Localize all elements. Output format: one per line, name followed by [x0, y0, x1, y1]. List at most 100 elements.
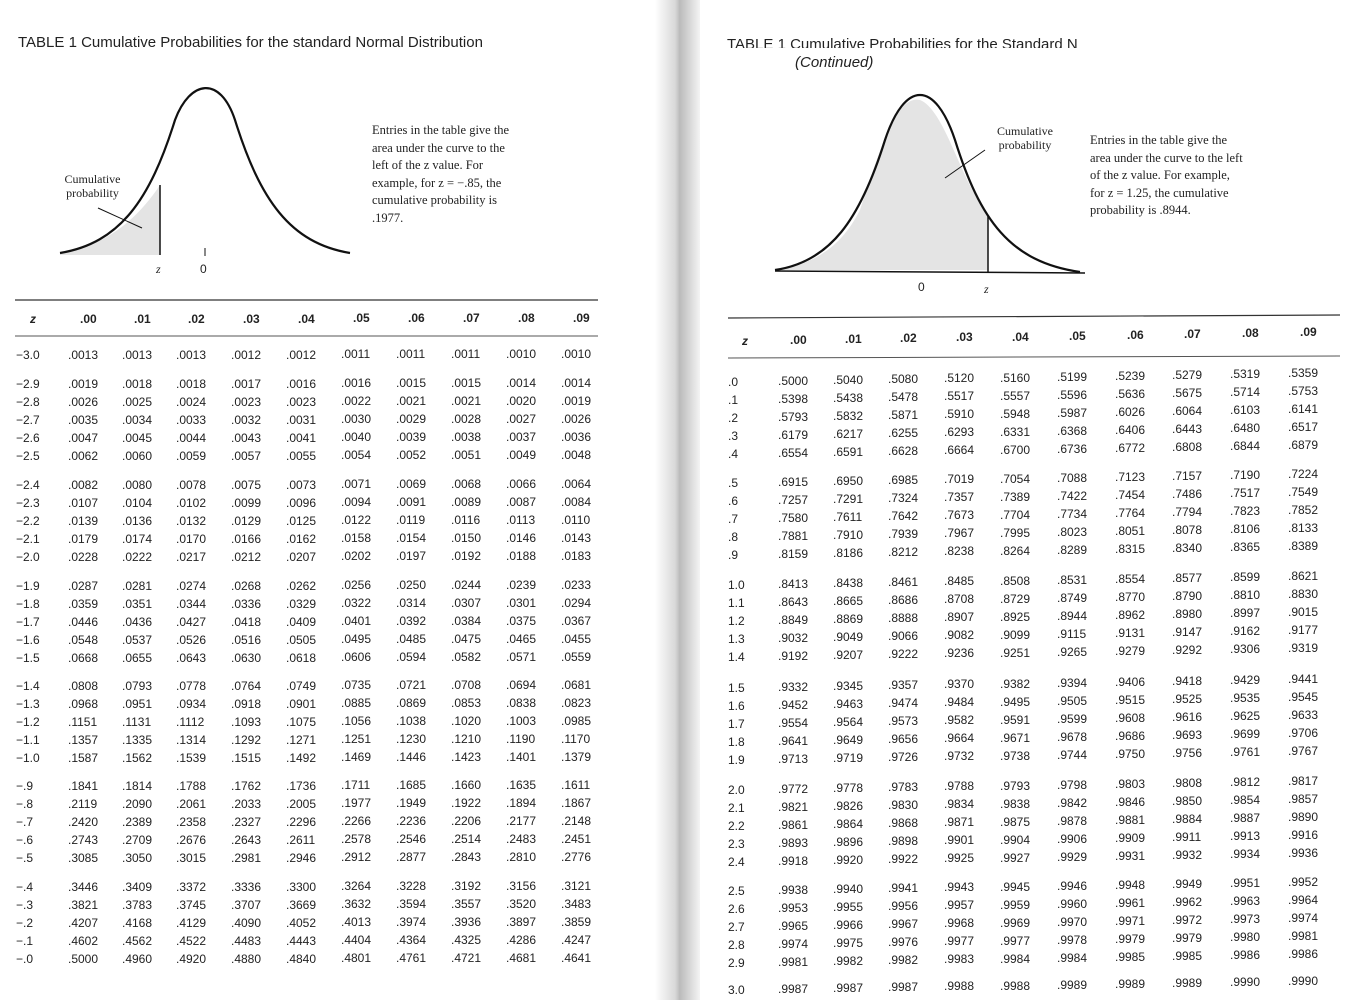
probability: .4325: [451, 933, 482, 948]
probability: .9599: [1057, 711, 1088, 726]
z-value: −.9: [16, 779, 34, 793]
probability: .0041: [286, 430, 317, 445]
probability: .9943: [944, 880, 975, 895]
probability: .0013: [68, 347, 99, 362]
probability: .2296: [286, 814, 317, 829]
figure-label: Cumulative probability: [997, 124, 1053, 152]
probability: .1056: [341, 714, 372, 729]
z-value: 1.0: [728, 578, 745, 592]
probability: .9969: [1000, 915, 1031, 930]
probability: .8925: [1000, 609, 1031, 624]
probability: .4443: [286, 933, 317, 948]
probability: .6480: [1230, 420, 1261, 435]
probability: .8186: [833, 546, 864, 561]
probability: .0202: [341, 549, 372, 564]
probability: .2981: [231, 850, 262, 865]
probability: .3859: [561, 915, 592, 929]
probability: .8770: [1115, 589, 1146, 604]
probability: .5199: [1057, 369, 1088, 384]
z-value: −2.5: [16, 449, 40, 463]
probability: .1446: [396, 750, 427, 765]
probability: .9452: [778, 698, 809, 713]
probability: .0162: [286, 531, 317, 546]
probability: .0013: [122, 347, 153, 362]
probability: .0885: [341, 696, 372, 711]
probability: .7257: [778, 493, 809, 508]
z-value: −3.0: [16, 348, 40, 362]
z-value: −1.6: [16, 633, 40, 647]
probability: .0516: [231, 632, 262, 647]
probability: .9732: [944, 749, 975, 764]
probability: .0154: [396, 531, 427, 546]
column-header: .05: [353, 311, 370, 326]
probability: .9633: [1288, 708, 1319, 722]
probability: .9525: [1172, 691, 1203, 706]
probability: .8577: [1172, 570, 1203, 585]
probability: .0010: [506, 347, 537, 362]
probability: .0192: [451, 549, 482, 564]
probability: .0062: [68, 448, 99, 463]
arrow: [944, 149, 986, 179]
probability: .9981: [1288, 929, 1319, 943]
probability: .8485: [944, 574, 975, 589]
probability: .9265: [1057, 644, 1088, 659]
probability: .3121: [561, 879, 592, 893]
probability: .7123: [1115, 469, 1146, 484]
probability: .1379: [561, 750, 592, 764]
normal-curve: [59, 87, 351, 255]
probability: .5596: [1057, 387, 1088, 402]
probability: .8264: [1000, 543, 1031, 558]
probability: .9962: [1172, 894, 1203, 909]
probability: .9564: [833, 715, 864, 730]
probability: .0294: [561, 596, 592, 610]
probability: .8078: [1172, 522, 1203, 537]
probability: .9066: [888, 629, 919, 644]
normal-curve: [774, 94, 1081, 274]
probability: .9952: [1288, 875, 1319, 889]
probability: .0091: [396, 495, 427, 510]
probability: .9441: [1288, 672, 1319, 686]
probability: .9686: [1115, 728, 1146, 743]
probability: .9961: [1115, 895, 1146, 910]
probability: .0594: [396, 650, 427, 665]
probability: .8869: [833, 612, 864, 627]
probability: .9846: [1115, 794, 1146, 809]
column-header: .01: [845, 332, 862, 347]
probability: .0014: [506, 376, 537, 391]
probability: .9927: [1000, 850, 1031, 865]
probability: .2358: [176, 814, 207, 829]
probability: .8438: [833, 576, 864, 591]
column-header: .02: [188, 311, 205, 326]
z-value: 2.1: [728, 801, 745, 815]
z-value: .0: [728, 375, 739, 389]
probability: .7019: [944, 472, 975, 487]
z-value: −1.9: [16, 579, 40, 593]
probability: .9913: [1230, 828, 1261, 843]
probability: .9808: [1172, 775, 1203, 790]
probability: .0011: [341, 347, 371, 362]
probability: .9573: [888, 714, 919, 729]
probability: .6179: [778, 428, 809, 443]
probability: .9545: [1288, 690, 1319, 704]
probability: .0183: [561, 549, 592, 563]
probability: .9955: [833, 900, 864, 915]
probability: .6255: [888, 426, 919, 441]
probability: .8749: [1057, 590, 1088, 605]
probability: .9896: [833, 835, 864, 850]
probability: .9821: [778, 800, 809, 815]
z-value: 1.2: [728, 614, 745, 628]
arrow: [97, 207, 143, 229]
figure-z: z: [156, 262, 161, 276]
z-value: 3.0: [728, 983, 745, 997]
probability: .9932: [1172, 847, 1203, 862]
probability: .7422: [1057, 488, 1088, 503]
probability: .0146: [506, 531, 537, 546]
probability: .0375: [506, 614, 537, 629]
z-value: .3: [728, 429, 739, 443]
probability: .1151: [68, 714, 98, 729]
probability: .8023: [1057, 524, 1088, 539]
probability: .0048: [561, 448, 592, 462]
shaded-area: [775, 99, 988, 270]
probability: .9793: [1000, 778, 1031, 793]
probability: .3336: [231, 879, 262, 894]
